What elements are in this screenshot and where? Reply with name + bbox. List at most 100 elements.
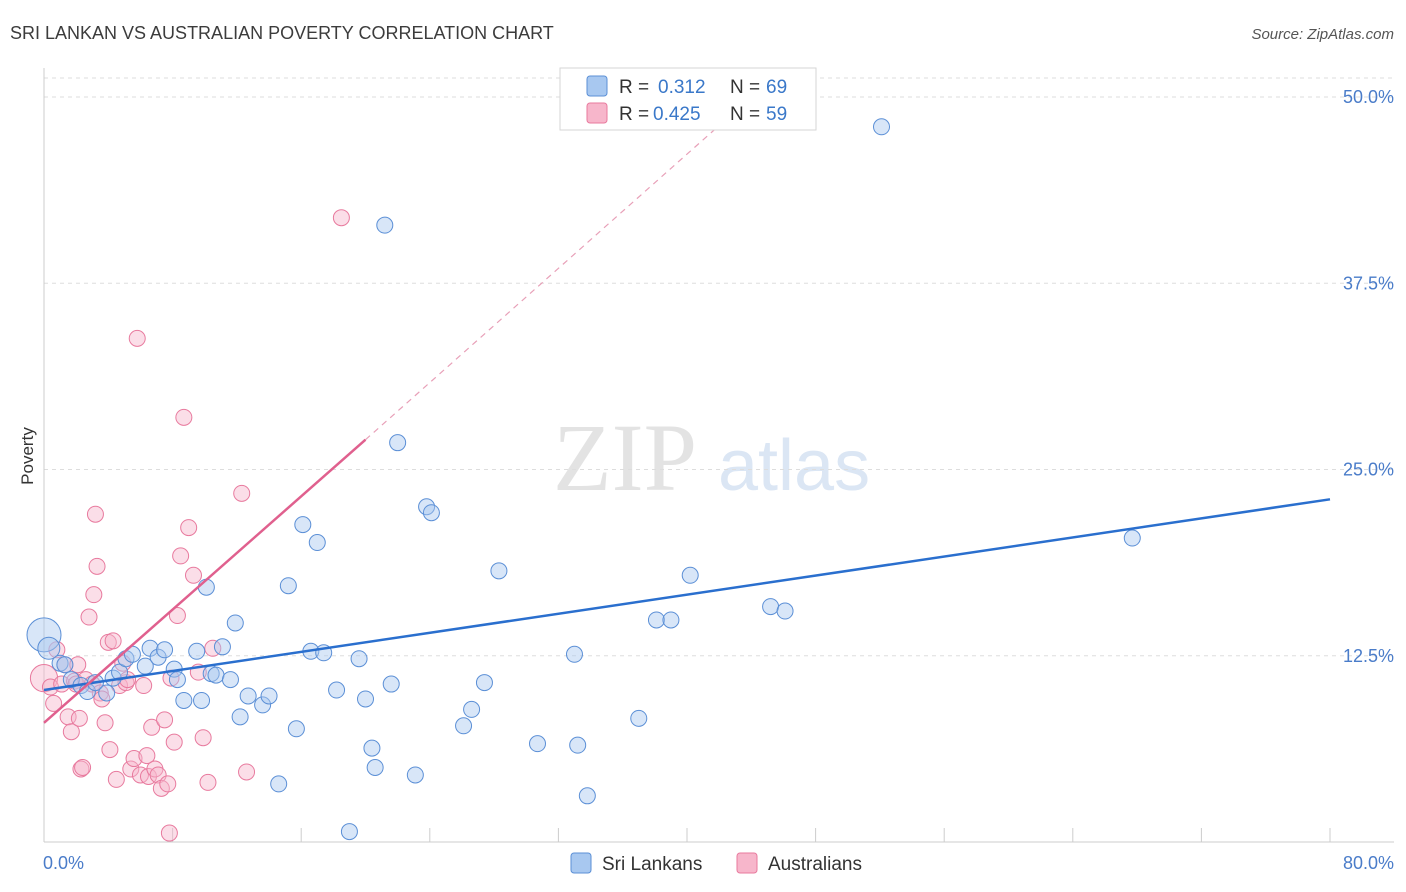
point-australians: [238, 763, 256, 781]
point-australians: [233, 484, 251, 502]
point-australians: [107, 770, 125, 788]
point-australians: [96, 714, 114, 732]
point-sri-lankans: [226, 614, 244, 632]
legend-box: R = 0.312 N = 69 R = 0.425 N = 59: [559, 67, 817, 131]
point-sri-lankans: [98, 684, 116, 702]
point-sri-lankans: [776, 602, 794, 620]
point-australians: [91, 684, 109, 702]
point-australians: [69, 656, 87, 674]
point-sri-lankans: [26, 617, 62, 653]
point-australians: [74, 759, 92, 776]
point-sri-lankans: [455, 717, 473, 735]
point-sri-lankans: [188, 642, 206, 660]
point-australians: [45, 694, 63, 712]
point-australians: [125, 750, 143, 768]
trend-layer: [43, 96, 1331, 724]
point-sri-lankans: [207, 666, 225, 684]
point-australians: [143, 718, 161, 736]
watermark-zip: ZIP: [553, 404, 697, 511]
point-sri-lankans: [239, 687, 257, 705]
point-sri-lankans: [328, 681, 346, 699]
trendline-sri-lankans: [43, 498, 1331, 692]
point-australians: [62, 723, 80, 741]
point-sri-lankans: [308, 534, 326, 552]
point-sri-lankans: [762, 598, 780, 616]
trendline-australians-extension: [365, 96, 752, 441]
y-axis-label: Poverty: [18, 427, 37, 485]
point-sri-lankans: [37, 636, 61, 660]
bottom-legend: Sri Lankans Australians: [570, 852, 862, 875]
point-australians: [156, 711, 174, 729]
point-sri-lankans: [279, 577, 297, 595]
point-sri-lankans: [254, 696, 272, 714]
point-australians: [149, 766, 167, 784]
point-australians: [332, 209, 350, 227]
x-tick-label-min: 0.0%: [43, 853, 84, 873]
point-sri-lankans: [578, 787, 596, 805]
point-sri-lankans: [422, 504, 440, 522]
point-sri-lankans: [681, 566, 699, 584]
point-australians: [194, 729, 212, 747]
y-tick-label: 25.0%: [1343, 460, 1394, 480]
point-australians: [122, 760, 140, 778]
bottom-legend-swatch-aus: [736, 852, 758, 874]
point-australians: [101, 741, 119, 759]
point-sri-lankans: [1123, 529, 1141, 547]
point-australians: [160, 824, 178, 842]
point-australians: [165, 733, 183, 751]
point-australians: [48, 641, 66, 659]
point-sri-lankans: [350, 650, 368, 668]
point-sri-lankans: [340, 823, 358, 841]
legend-n-value-sri: 69: [766, 77, 787, 98]
point-sri-lankans: [287, 720, 305, 738]
legend-r-label-aus: R =: [619, 104, 649, 125]
point-sri-lankans: [193, 691, 211, 709]
point-sri-lankans: [168, 671, 186, 689]
point-sri-lankans: [357, 690, 374, 708]
point-sri-lankans: [56, 656, 74, 674]
point-sri-lankans: [463, 700, 481, 718]
points-australians: [29, 209, 350, 842]
point-sri-lankans: [62, 671, 80, 689]
point-sri-lankans: [647, 611, 665, 629]
point-sri-lankans: [529, 735, 547, 753]
point-sri-lankans: [406, 766, 424, 784]
bottom-legend-swatch-sri: [570, 852, 592, 874]
point-australians: [80, 608, 98, 626]
point-sri-lankans: [376, 216, 394, 234]
point-sri-lankans: [366, 759, 384, 776]
point-sri-lankans: [197, 578, 215, 596]
point-australians: [175, 408, 193, 426]
legend-n-label-aus: N =: [730, 104, 760, 125]
point-sri-lankans: [260, 687, 278, 705]
legend-r-value-sri: 0.312: [658, 77, 706, 98]
point-australians: [135, 677, 153, 695]
point-australians: [88, 557, 106, 575]
y-tick-label: 50.0%: [1343, 87, 1394, 107]
grid-layer: [44, 77, 1394, 657]
legend-r-label-sri: R =: [619, 77, 649, 98]
point-sri-lankans: [213, 638, 231, 656]
point-sri-lankans: [294, 516, 312, 534]
axis-layer: 12.5% 25.0% 37.5% 50.0%: [43, 68, 1394, 843]
watermark: ZIP atlas: [553, 404, 870, 511]
point-sri-lankans: [490, 562, 508, 580]
point-australians: [159, 775, 177, 793]
legend-swatch-aus: [586, 102, 608, 124]
point-sri-lankans: [630, 709, 648, 727]
point-australians: [172, 547, 190, 565]
x-tick-label-max: 80.0%: [1343, 853, 1394, 873]
point-australians: [180, 519, 198, 537]
watermark-atlas: atlas: [718, 426, 870, 506]
point-sri-lankans: [156, 641, 174, 659]
y-tick-label: 12.5%: [1343, 646, 1394, 666]
point-sri-lankans: [873, 118, 891, 136]
point-australians: [138, 747, 156, 765]
y-tick-label: 37.5%: [1343, 273, 1394, 293]
point-sri-lankans: [175, 691, 193, 709]
point-sri-lankans: [221, 671, 239, 689]
bottom-legend-label-sri: Sri Lankans: [602, 854, 702, 875]
chart-title: SRI LANKAN VS AUSTRALIAN POVERTY CORRELA…: [10, 23, 554, 43]
point-sri-lankans: [475, 674, 493, 692]
point-sri-lankans: [389, 434, 407, 452]
